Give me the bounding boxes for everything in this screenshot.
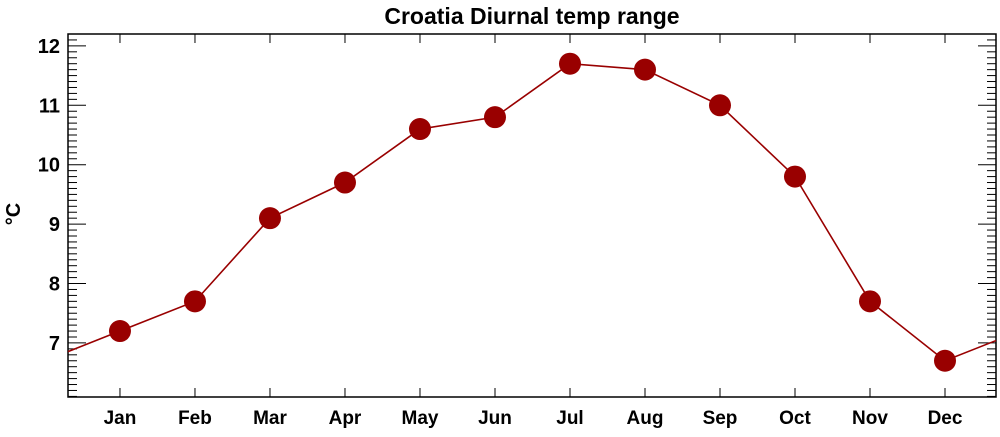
plot-frame	[67, 33, 997, 398]
x-tick-label: Apr	[329, 408, 362, 429]
y-tick-label: 9	[49, 214, 60, 236]
y-tick-label: 11	[39, 95, 60, 117]
data-point-dec	[933, 349, 956, 372]
y-tick-label: 8	[49, 274, 60, 296]
x-tick-label: Feb	[178, 408, 212, 429]
x-tick-label: Jul	[556, 408, 583, 429]
x-tick-label: May	[402, 408, 439, 429]
data-point-jan	[108, 320, 131, 343]
data-point-may	[408, 118, 431, 141]
x-tick-label: Sep	[703, 408, 738, 429]
data-point-jun	[483, 106, 506, 129]
x-tick-label: Mar	[253, 408, 287, 429]
data-point-mar	[258, 207, 281, 230]
x-tick-label: Aug	[627, 408, 664, 429]
data-point-jul	[558, 52, 581, 75]
y-tick-label: 12	[38, 36, 60, 58]
data-point-oct	[783, 165, 806, 188]
x-tick-label: Dec	[928, 408, 963, 429]
y-tick-label: 10	[38, 155, 60, 177]
data-point-apr	[333, 171, 356, 194]
data-point-nov	[858, 290, 881, 313]
data-point-feb	[183, 290, 206, 313]
x-tick-label: Jun	[478, 408, 512, 429]
data-point-sep	[708, 94, 731, 117]
series-line	[67, 62, 997, 362]
y-axis-label: °C	[3, 203, 25, 225]
x-tick-label: Jan	[104, 408, 137, 429]
y-tick-label: 7	[49, 333, 60, 355]
chart-title: Croatia Diurnal temp range	[384, 3, 679, 29]
data-point-aug	[633, 58, 656, 81]
x-tick-label: Nov	[852, 408, 888, 429]
x-tick-label: Oct	[779, 408, 811, 429]
